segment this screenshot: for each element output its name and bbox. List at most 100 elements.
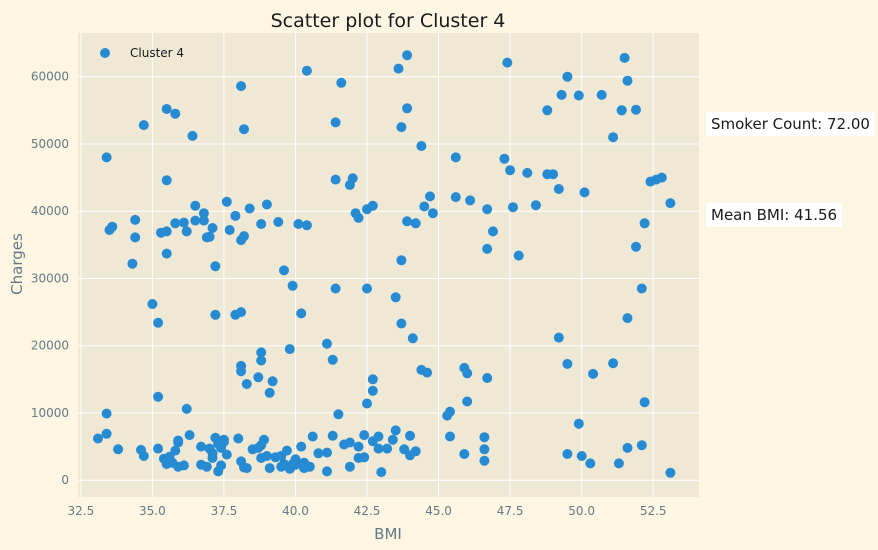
- data-point: [327, 430, 338, 441]
- data-point: [322, 447, 332, 458]
- data-point: [636, 283, 647, 294]
- x-axis-ticks: 32.5 35.0 37.5 40.0 42.5 45.0 47.5 50.0 52.5: [68, 504, 667, 518]
- data-point: [207, 453, 218, 463]
- x-tick-label: 45.0: [425, 504, 452, 518]
- data-point: [101, 428, 112, 439]
- data-point: [639, 218, 650, 229]
- data-point: [573, 90, 584, 101]
- data-point: [387, 434, 398, 445]
- data-point: [153, 391, 164, 402]
- data-point: [161, 104, 172, 114]
- data-point: [359, 430, 370, 441]
- data-point: [631, 104, 641, 115]
- data-point: [422, 367, 433, 378]
- data-point: [184, 430, 195, 441]
- x-axis-label: BMI: [374, 525, 402, 543]
- data-point: [198, 208, 209, 219]
- data-point: [367, 385, 378, 396]
- data-point: [622, 75, 633, 86]
- data-point: [596, 89, 607, 100]
- data-point: [236, 81, 247, 92]
- data-point: [253, 372, 264, 383]
- data-point: [410, 446, 421, 457]
- mean-bmi-annotation: Mean BMI: 41.56: [706, 203, 843, 227]
- data-point: [296, 308, 307, 319]
- data-point: [161, 226, 172, 237]
- data-point: [556, 89, 567, 100]
- data-point: [562, 358, 573, 369]
- data-point: [416, 141, 427, 151]
- data-point: [330, 283, 341, 294]
- data-point: [293, 219, 304, 229]
- data-point: [130, 232, 141, 243]
- data-point: [390, 292, 401, 303]
- data-point: [330, 117, 341, 128]
- data-point: [585, 458, 596, 469]
- data-point: [639, 397, 650, 408]
- data-point: [170, 218, 181, 229]
- data-point: [553, 184, 564, 194]
- data-point: [101, 408, 112, 419]
- legend-marker: [100, 48, 110, 58]
- data-point: [465, 195, 476, 206]
- plot-area: [78, 33, 699, 497]
- data-point: [264, 387, 275, 398]
- data-point: [462, 396, 473, 407]
- data-point: [107, 221, 118, 232]
- data-point: [273, 217, 284, 227]
- data-point: [344, 461, 355, 472]
- data-point: [147, 299, 158, 309]
- data-point: [170, 445, 181, 456]
- data-point: [665, 198, 676, 209]
- data-point: [221, 449, 232, 460]
- data-point: [479, 432, 490, 443]
- data-point: [330, 174, 341, 185]
- data-point: [542, 105, 553, 116]
- data-point: [210, 309, 221, 320]
- data-point: [425, 191, 435, 202]
- data-point: [279, 265, 289, 276]
- data-point: [287, 280, 298, 291]
- data-point: [579, 187, 590, 198]
- data-point: [336, 77, 347, 88]
- data-point: [665, 467, 676, 478]
- data-point: [367, 200, 378, 211]
- data-point: [373, 431, 384, 442]
- data-point: [267, 376, 278, 387]
- data-point: [201, 461, 212, 472]
- data-point: [396, 255, 407, 266]
- data-point: [608, 132, 619, 143]
- data-point: [161, 175, 172, 186]
- data-point: [261, 451, 272, 461]
- data-point: [304, 461, 315, 472]
- data-point: [353, 441, 364, 452]
- y-tick-label: 10000: [31, 406, 69, 420]
- x-tick-label: 47.5: [497, 504, 524, 518]
- data-point: [656, 172, 667, 183]
- data-point: [230, 210, 241, 221]
- data-point: [362, 283, 372, 294]
- legend-label: Cluster 4: [130, 46, 184, 60]
- data-point: [450, 152, 461, 163]
- data-point: [301, 220, 312, 231]
- data-point: [153, 317, 164, 328]
- data-point: [190, 215, 201, 226]
- data-point: [313, 448, 324, 459]
- smoker-count-annotation: Smoker Count: 72.00: [706, 112, 875, 136]
- data-point: [462, 368, 473, 379]
- data-point: [396, 122, 407, 133]
- data-point: [359, 452, 370, 463]
- data-point: [130, 214, 141, 225]
- data-points: [93, 50, 676, 478]
- data-point: [187, 130, 198, 141]
- data-point: [608, 358, 619, 369]
- x-tick-label: 35.0: [139, 504, 166, 518]
- x-tick-label: 32.5: [68, 504, 95, 518]
- data-point: [499, 153, 510, 164]
- data-point: [239, 124, 249, 135]
- data-point: [259, 434, 269, 445]
- data-point: [301, 65, 312, 76]
- data-point: [233, 433, 244, 444]
- y-axis-ticks: 0 10000 20000 30000 40000 50000 60000: [31, 70, 69, 487]
- data-point: [256, 219, 267, 229]
